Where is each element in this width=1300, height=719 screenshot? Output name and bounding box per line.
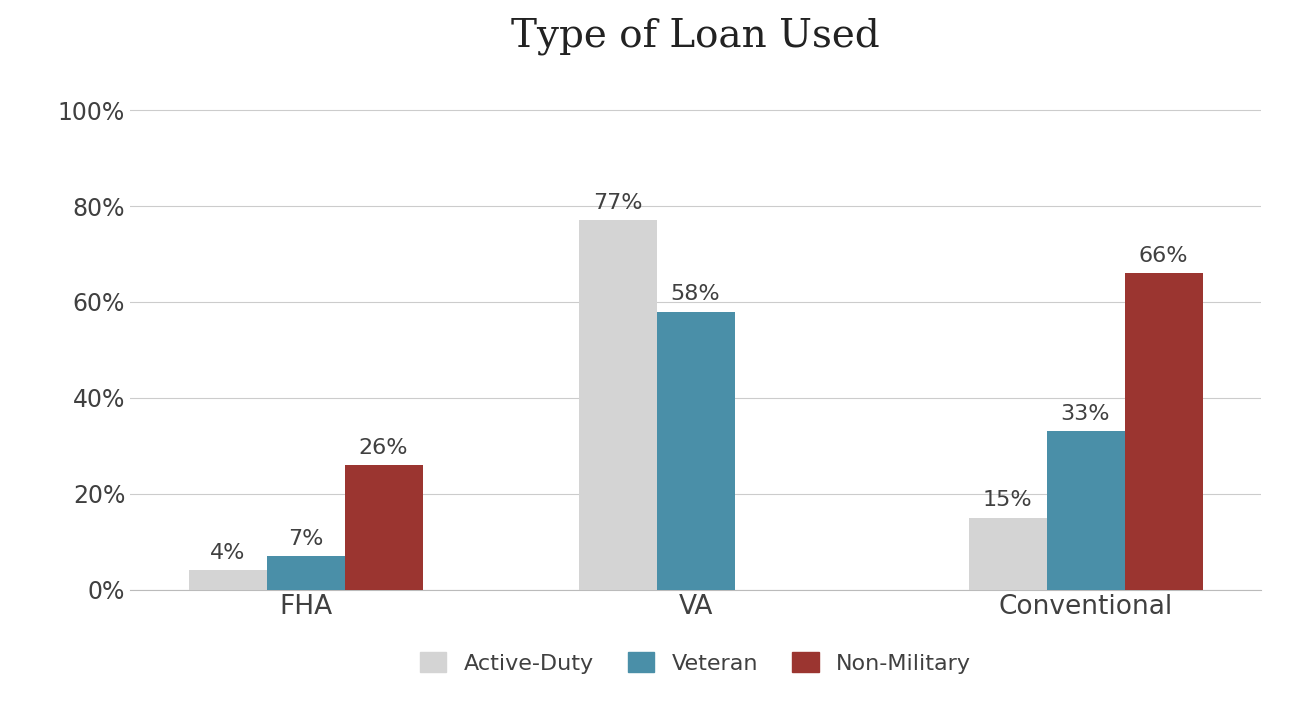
Text: 33%: 33%	[1061, 404, 1110, 424]
Title: Type of Loan Used: Type of Loan Used	[511, 18, 880, 55]
Text: 66%: 66%	[1139, 246, 1188, 266]
Bar	[188, 570, 266, 590]
Text: 15%: 15%	[983, 490, 1032, 510]
Bar	[344, 465, 422, 590]
Text: 77%: 77%	[593, 193, 642, 214]
Bar	[578, 221, 656, 590]
Text: 4%: 4%	[209, 544, 246, 563]
Bar	[968, 518, 1046, 590]
Legend: Active-Duty, Veteran, Non-Military: Active-Duty, Veteran, Non-Military	[420, 652, 971, 674]
Bar	[1124, 273, 1202, 590]
Bar	[1046, 431, 1124, 590]
Text: 26%: 26%	[359, 438, 408, 458]
Text: 58%: 58%	[671, 285, 720, 304]
Text: 7%: 7%	[287, 529, 324, 549]
Bar	[266, 556, 344, 590]
Bar	[656, 311, 734, 590]
